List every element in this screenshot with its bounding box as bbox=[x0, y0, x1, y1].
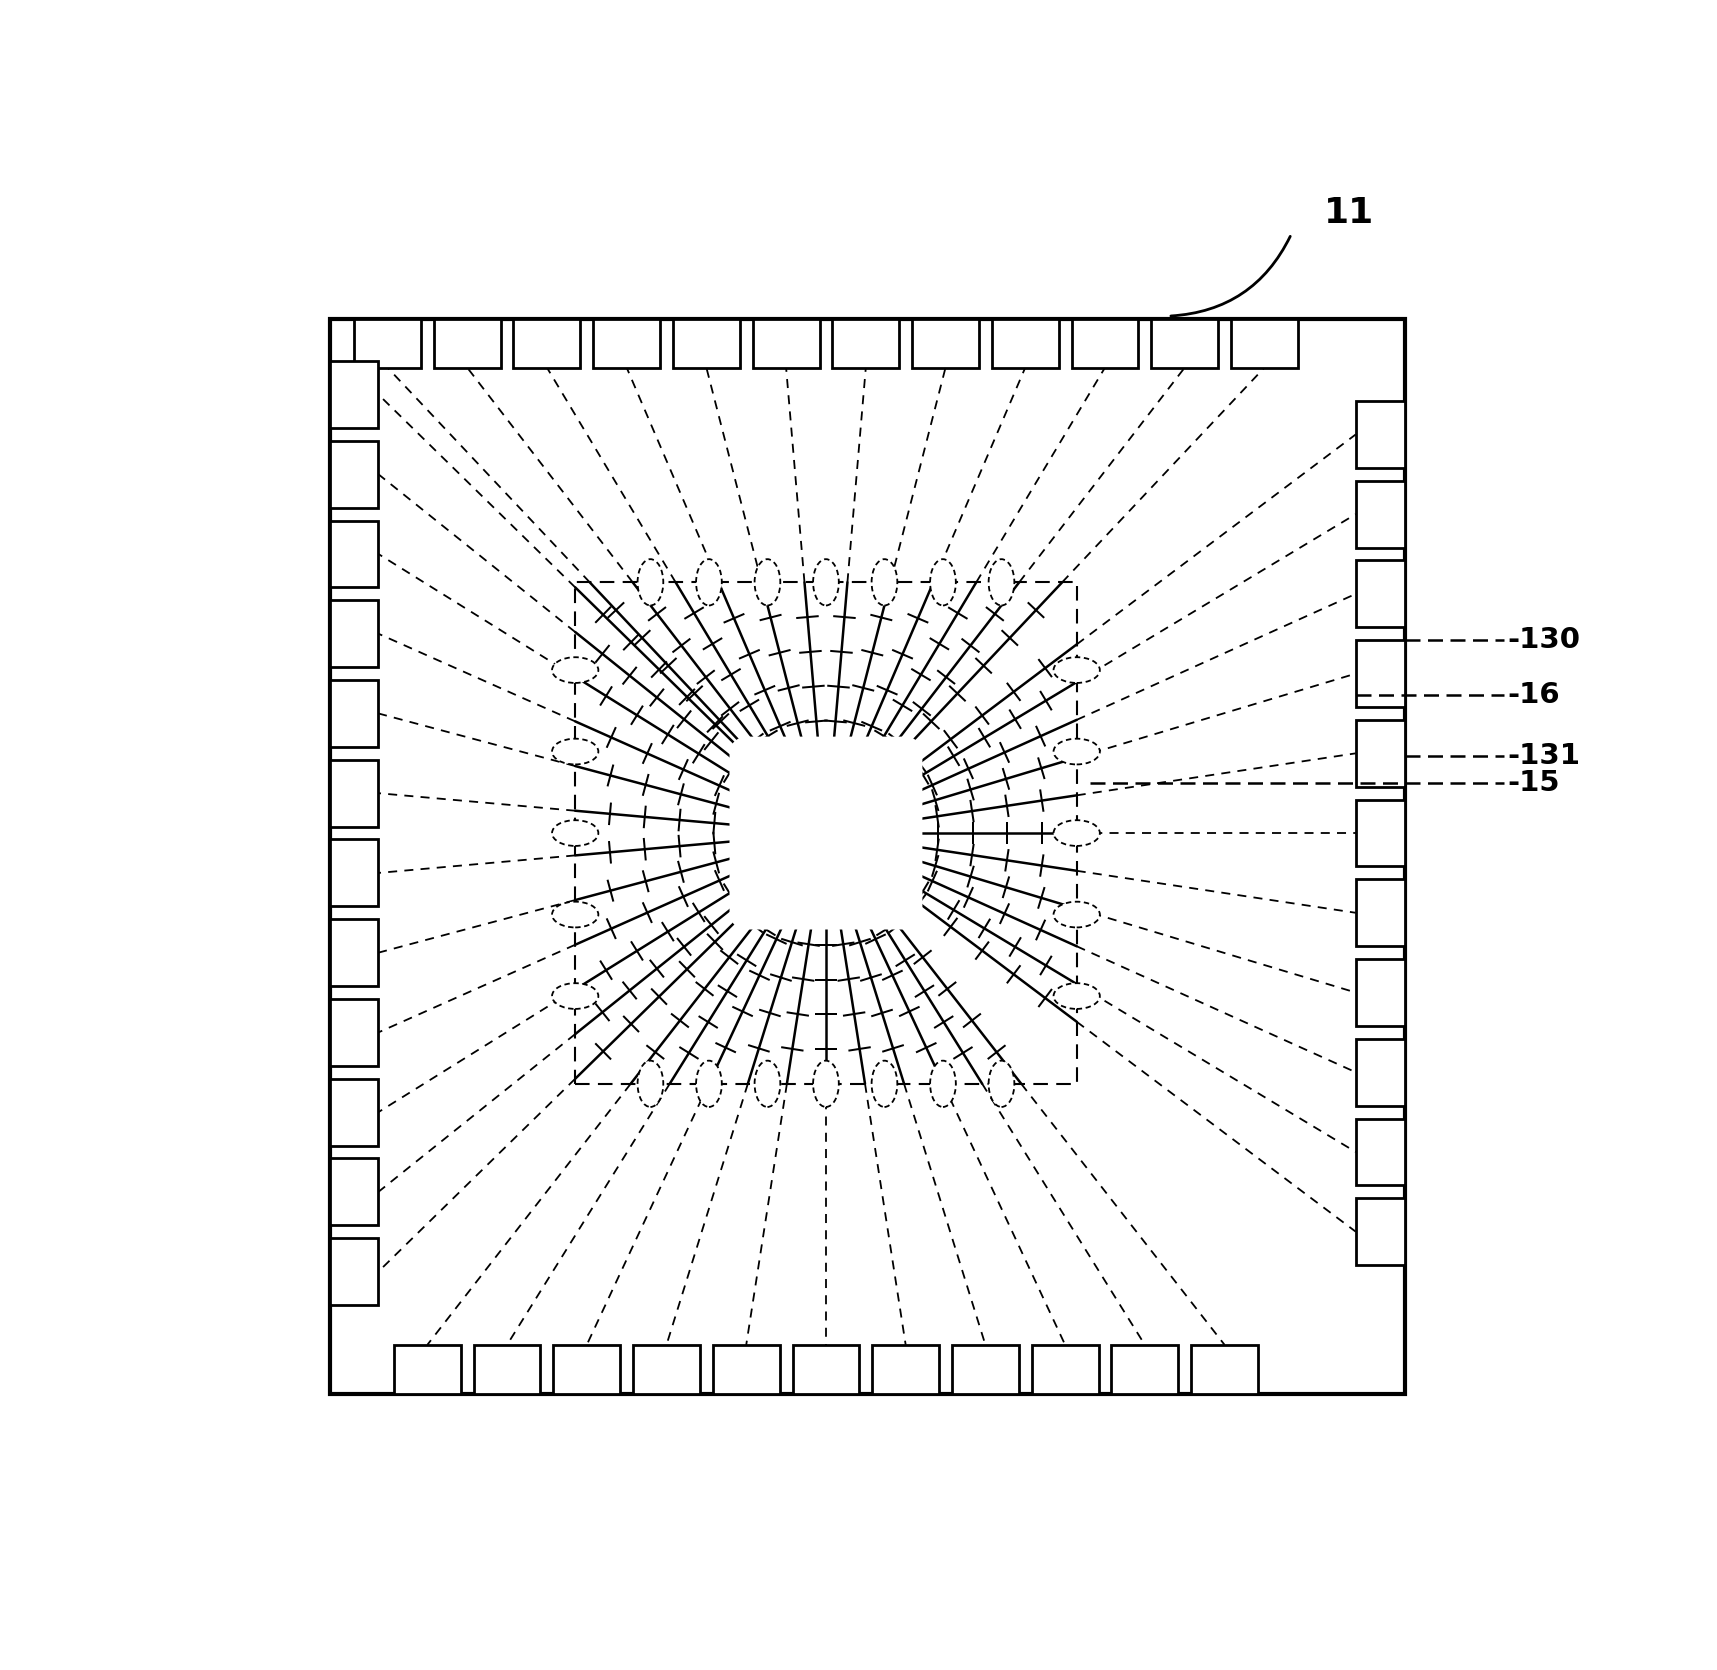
Bar bbox=[575, 583, 1077, 1084]
Ellipse shape bbox=[695, 1060, 721, 1107]
Ellipse shape bbox=[1054, 738, 1101, 765]
Bar bbox=[1356, 959, 1405, 1025]
Bar bbox=[354, 319, 421, 367]
Ellipse shape bbox=[1054, 984, 1101, 1009]
Bar bbox=[793, 1344, 860, 1394]
Bar bbox=[1032, 1344, 1099, 1394]
Bar bbox=[1356, 481, 1405, 548]
Ellipse shape bbox=[1054, 820, 1101, 847]
FancyBboxPatch shape bbox=[730, 736, 922, 930]
Bar bbox=[330, 319, 1405, 1394]
Bar bbox=[330, 521, 378, 588]
Ellipse shape bbox=[989, 559, 1015, 606]
Ellipse shape bbox=[1054, 902, 1101, 927]
Text: -131: -131 bbox=[1508, 741, 1580, 770]
Bar bbox=[1111, 1344, 1178, 1394]
Ellipse shape bbox=[637, 1060, 663, 1107]
Bar bbox=[330, 1237, 378, 1304]
Bar bbox=[634, 1344, 701, 1394]
Bar bbox=[1356, 1119, 1405, 1186]
Bar bbox=[1356, 800, 1405, 867]
Ellipse shape bbox=[553, 902, 598, 927]
Bar bbox=[1356, 1199, 1405, 1266]
Bar bbox=[673, 319, 740, 367]
Bar bbox=[330, 361, 378, 428]
Ellipse shape bbox=[553, 738, 598, 765]
Bar bbox=[330, 999, 378, 1065]
Text: -130: -130 bbox=[1508, 626, 1580, 655]
Text: -16: -16 bbox=[1508, 681, 1561, 710]
Bar bbox=[330, 600, 378, 668]
Ellipse shape bbox=[989, 1060, 1015, 1107]
Bar bbox=[872, 1344, 939, 1394]
Bar bbox=[912, 319, 979, 367]
Bar bbox=[330, 680, 378, 746]
Bar bbox=[713, 1344, 780, 1394]
Ellipse shape bbox=[931, 1060, 956, 1107]
Bar bbox=[992, 319, 1059, 367]
Bar bbox=[1192, 1344, 1259, 1394]
Bar bbox=[393, 1344, 460, 1394]
Ellipse shape bbox=[814, 559, 840, 606]
Ellipse shape bbox=[553, 984, 598, 1009]
Ellipse shape bbox=[745, 752, 907, 913]
Ellipse shape bbox=[814, 1060, 840, 1107]
Bar bbox=[752, 319, 819, 367]
Bar bbox=[1356, 561, 1405, 628]
Bar bbox=[330, 840, 378, 907]
Ellipse shape bbox=[553, 658, 598, 683]
Bar bbox=[833, 319, 900, 367]
Ellipse shape bbox=[754, 559, 780, 606]
Bar bbox=[330, 1159, 378, 1226]
Bar bbox=[1356, 720, 1405, 787]
Bar bbox=[330, 919, 378, 985]
Bar bbox=[330, 760, 378, 827]
Bar bbox=[1356, 880, 1405, 947]
Ellipse shape bbox=[754, 1060, 780, 1107]
Bar bbox=[330, 441, 378, 508]
Bar bbox=[434, 319, 501, 367]
Bar bbox=[1356, 401, 1405, 468]
Text: -15: -15 bbox=[1508, 768, 1561, 797]
Bar bbox=[592, 319, 659, 367]
Bar bbox=[1231, 319, 1298, 367]
Bar bbox=[951, 1344, 1018, 1394]
Ellipse shape bbox=[872, 1060, 898, 1107]
Ellipse shape bbox=[1054, 658, 1101, 683]
Bar bbox=[553, 1344, 620, 1394]
Ellipse shape bbox=[872, 559, 898, 606]
Bar bbox=[1356, 1039, 1405, 1106]
Bar bbox=[1152, 319, 1217, 367]
Bar bbox=[474, 1344, 541, 1394]
Ellipse shape bbox=[637, 559, 663, 606]
Bar bbox=[330, 1079, 378, 1146]
Ellipse shape bbox=[931, 559, 956, 606]
Bar bbox=[1071, 319, 1138, 367]
Ellipse shape bbox=[553, 820, 598, 847]
Text: 11: 11 bbox=[1324, 195, 1374, 230]
Bar bbox=[1356, 640, 1405, 706]
Bar bbox=[513, 319, 580, 367]
Ellipse shape bbox=[695, 559, 721, 606]
